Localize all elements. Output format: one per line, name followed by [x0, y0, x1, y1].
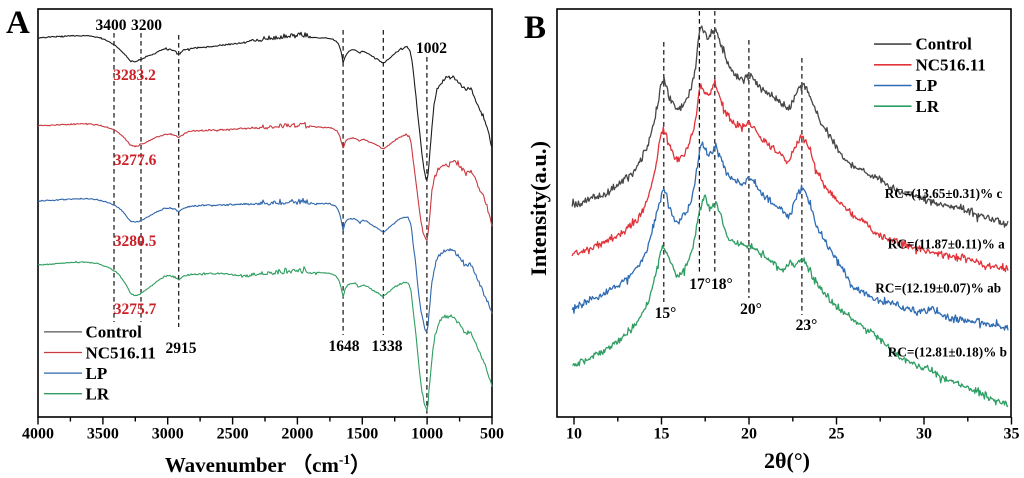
svg-text:NC516.11: NC516.11	[916, 55, 986, 74]
svg-text:1002: 1002	[416, 40, 447, 57]
svg-text:LP: LP	[86, 364, 108, 383]
svg-text:30: 30	[916, 426, 932, 443]
svg-text:3500: 3500	[87, 426, 119, 443]
svg-text:1648: 1648	[329, 338, 360, 355]
svg-text:RC=(12.81±0.18)% b: RC=(12.81±0.18)% b	[888, 345, 1007, 360]
svg-text:2θ(°): 2θ(°)	[764, 448, 810, 473]
svg-text:B: B	[524, 10, 546, 46]
svg-text:LR: LR	[916, 97, 940, 116]
svg-text:15°: 15°	[655, 305, 677, 322]
svg-text:LR: LR	[86, 385, 110, 404]
svg-text:A: A	[6, 5, 30, 41]
svg-text:35: 35	[1004, 426, 1020, 443]
svg-text:23°: 23°	[796, 317, 818, 334]
svg-text:4000: 4000	[22, 426, 54, 443]
svg-text:1500: 1500	[346, 426, 378, 443]
svg-text:RC=(12.19±0.07)% ab: RC=(12.19±0.07)% ab	[875, 281, 1001, 296]
svg-text:1000: 1000	[411, 426, 443, 443]
svg-text:15: 15	[654, 426, 670, 443]
svg-text:2500: 2500	[217, 426, 249, 443]
svg-text:2915: 2915	[166, 340, 197, 357]
svg-text:1338: 1338	[372, 338, 403, 355]
svg-text:2000: 2000	[281, 426, 313, 443]
svg-text:3280.5: 3280.5	[114, 233, 157, 250]
svg-text:Control: Control	[916, 35, 973, 54]
svg-text:17°18°: 17°18°	[689, 276, 732, 293]
svg-text:LP: LP	[916, 76, 938, 95]
svg-text:3275.7: 3275.7	[114, 301, 157, 318]
svg-text:25: 25	[829, 426, 845, 443]
svg-text:20°: 20°	[740, 301, 762, 318]
svg-text:RC=(11.87±0.11)% a: RC=(11.87±0.11)% a	[888, 237, 1005, 252]
svg-text:10: 10	[566, 426, 582, 443]
svg-text:3283.2: 3283.2	[113, 67, 156, 84]
svg-text:500: 500	[480, 426, 504, 443]
svg-text:3400: 3400	[96, 17, 127, 34]
svg-text:Wavenumber （cm-1）: Wavenumber （cm-1）	[165, 452, 371, 477]
svg-text:NC516.11: NC516.11	[86, 343, 156, 362]
svg-text:3000: 3000	[152, 426, 184, 443]
svg-text:20: 20	[741, 426, 757, 443]
svg-text:3277.6: 3277.6	[114, 152, 157, 169]
svg-text:Intensity(a.u.): Intensity(a.u.)	[526, 141, 551, 276]
svg-text:Control: Control	[86, 323, 143, 342]
svg-text:RC=(13.65±0.31)% c: RC=(13.65±0.31)% c	[885, 186, 1003, 201]
svg-text:3200: 3200	[131, 17, 162, 34]
